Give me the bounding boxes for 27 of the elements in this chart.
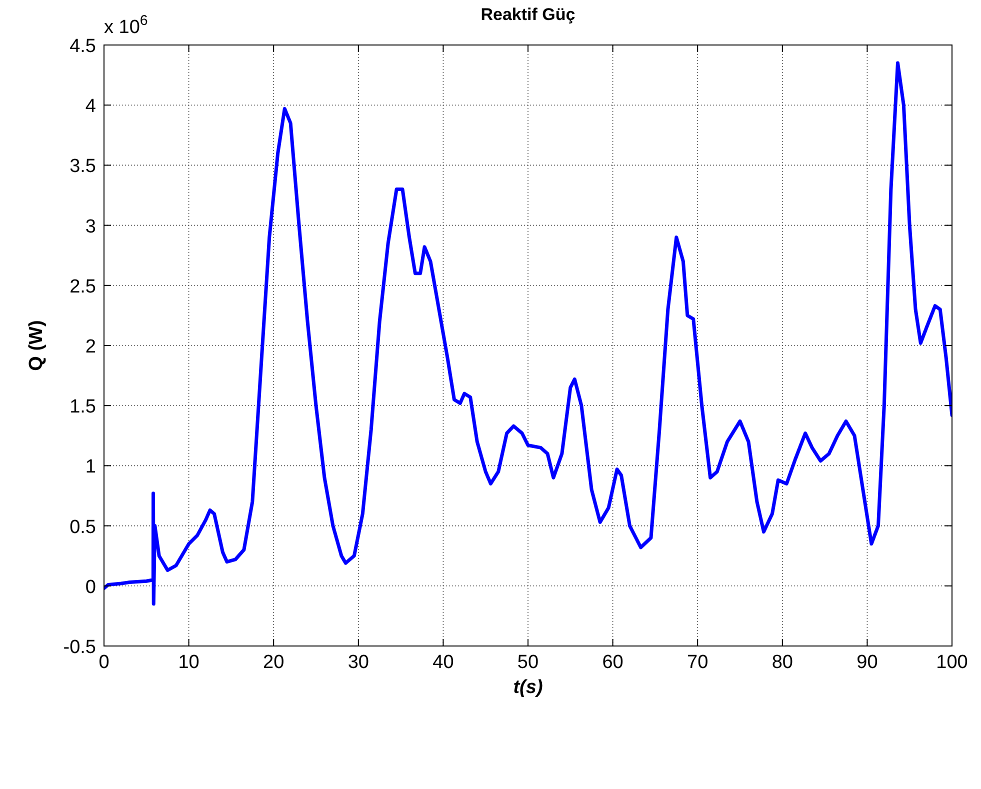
y-tick-label: 3: [85, 216, 96, 238]
y-tick-label: 2.5: [70, 276, 96, 298]
x-tick-label: 100: [936, 652, 968, 673]
x-tick-label: 30: [348, 652, 369, 673]
x-tick-label: 60: [602, 652, 624, 673]
y-tick-label: 3.5: [70, 156, 96, 178]
y-tick-label: 1.5: [70, 396, 96, 418]
x-tick-label: 70: [687, 652, 708, 673]
y-tick-label: -0.5: [63, 637, 96, 658]
x-tick-label: 40: [432, 652, 454, 673]
y-tick-label: 0: [85, 576, 96, 598]
text: x 10$^{6}$: [104, 13, 148, 38]
y-axis-title: Q (W): [26, 320, 47, 371]
x-tick-label: 10: [178, 652, 200, 673]
y-tick-label: 4: [85, 96, 96, 118]
y-tick-label: 0.5: [70, 516, 96, 538]
x-tick-label: 80: [772, 652, 793, 673]
x-axis-title: t(s): [513, 677, 543, 698]
y-tick-label: 2: [85, 336, 96, 358]
x-tick-label: 90: [856, 652, 878, 673]
line-series: [104, 61, 952, 606]
x-tick-label: 50: [517, 652, 539, 673]
x-tick-label: 20: [263, 652, 284, 673]
chart-title: Reaktif Güç: [480, 5, 576, 24]
y-tick-label: 4.5: [70, 36, 96, 57]
x-tick-label: 0: [98, 652, 110, 673]
y-tick-label: 1: [85, 456, 96, 478]
